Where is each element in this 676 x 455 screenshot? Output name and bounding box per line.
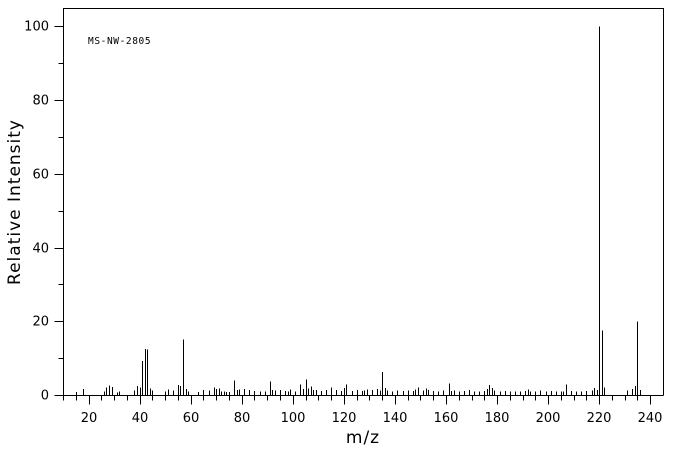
x-tick-label: 80 <box>234 411 251 426</box>
y-tick-label: 0 <box>41 389 49 404</box>
x-tick-label: 140 <box>383 411 408 426</box>
x-tick-label: 220 <box>587 411 612 426</box>
y-tick-label: 60 <box>32 168 49 183</box>
x-tick-label: 60 <box>183 411 200 426</box>
y-tick-label: 80 <box>32 94 49 109</box>
x-axis-tick-labels: 20 40 60 80 100 120 140 160 180 200 220 240 <box>81 411 663 426</box>
x-tick-label: 120 <box>332 411 357 426</box>
peak-series <box>76 26 641 396</box>
sample-id-label: MS-NW-2805 <box>88 36 151 47</box>
x-axis-ticks <box>63 395 651 405</box>
y-tick-label: 20 <box>32 315 49 330</box>
x-tick-label: 180 <box>485 411 510 426</box>
x-tick-label: 40 <box>132 411 149 426</box>
x-tick-label: 160 <box>434 411 459 426</box>
y-axis-ticks <box>54 26 64 396</box>
y-tick-label: 100 <box>24 20 49 35</box>
y-axis-tick-labels: 0 20 40 60 80 100 <box>24 20 49 404</box>
x-tick-label: 240 <box>638 411 663 426</box>
x-tick-label: 20 <box>81 411 98 426</box>
x-tick-label: 200 <box>536 411 561 426</box>
x-tick-label: 100 <box>281 411 306 426</box>
plot-frame <box>63 8 664 396</box>
y-tick-label: 40 <box>32 242 49 257</box>
y-axis-title: Relative Intensity <box>5 119 25 285</box>
x-axis-title: m/z <box>346 428 380 448</box>
